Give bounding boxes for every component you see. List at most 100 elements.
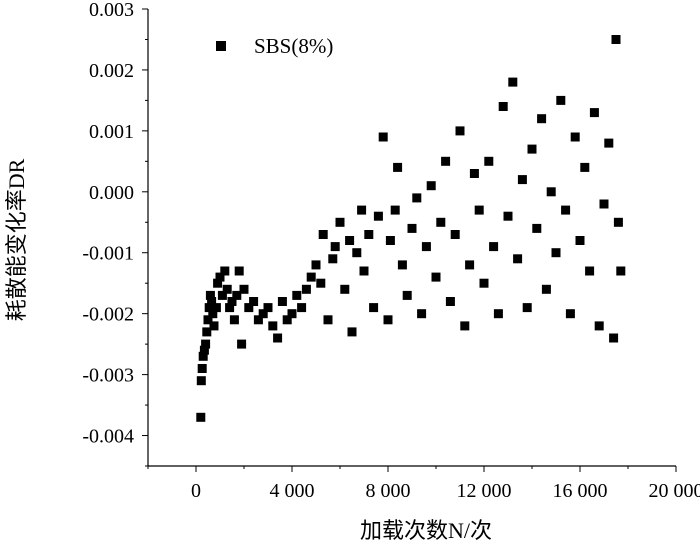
data-point <box>335 217 345 227</box>
data-point <box>208 309 218 319</box>
data-point <box>263 303 273 313</box>
data-point <box>556 95 566 105</box>
data-point <box>199 345 209 355</box>
data-point <box>323 315 333 325</box>
data-point <box>484 156 494 166</box>
data-point <box>546 187 556 197</box>
x-tick-label: 20 000 <box>649 480 700 502</box>
data-point <box>347 327 357 337</box>
data-point <box>378 132 388 142</box>
data-point <box>383 315 393 325</box>
data-point <box>417 309 427 319</box>
data-point <box>202 327 212 337</box>
legend: SBS(8%) <box>216 34 333 58</box>
data-point <box>207 297 217 306</box>
data-point <box>225 303 235 313</box>
data-point <box>393 162 403 172</box>
data-point <box>445 297 455 306</box>
y-tick-label: -0.002 <box>82 304 134 326</box>
data-point <box>204 303 214 313</box>
data-point <box>513 254 523 264</box>
data-point <box>357 205 367 215</box>
data-point <box>352 248 362 258</box>
data-point <box>239 284 249 294</box>
data-point <box>407 223 417 233</box>
data-point <box>390 205 400 215</box>
data-point <box>532 223 542 233</box>
data-point <box>258 309 268 319</box>
data-point <box>217 290 227 300</box>
data-point <box>441 156 451 166</box>
data-point <box>244 303 254 313</box>
data-point <box>209 321 219 331</box>
x-axis-title: 加载次数N/次 <box>360 518 492 543</box>
data-point <box>330 242 340 252</box>
data-point <box>318 230 328 239</box>
x-tick-label: 8 000 <box>366 480 411 502</box>
data-point <box>201 339 211 349</box>
data-point <box>213 278 223 288</box>
data-point <box>205 290 215 300</box>
data-point <box>609 333 619 343</box>
y-tick-label: -0.001 <box>82 243 134 265</box>
data-point <box>359 266 369 276</box>
data-point <box>397 260 407 270</box>
data-point <box>198 351 208 361</box>
data-point <box>364 230 374 239</box>
data-point <box>402 290 412 300</box>
y-tick-label: 0.003 <box>89 0 134 21</box>
data-point <box>541 284 551 294</box>
data-point <box>287 309 297 319</box>
data-point <box>589 108 599 118</box>
x-tick-label: 0 <box>191 480 201 502</box>
data-point <box>421 242 431 252</box>
data-point <box>585 266 595 276</box>
data-point <box>594 321 604 331</box>
data-point <box>493 309 503 319</box>
data-point <box>229 315 239 325</box>
data-point <box>373 211 383 221</box>
data-point <box>537 114 547 124</box>
data-point <box>222 284 232 294</box>
data-point <box>385 236 395 245</box>
data-point <box>196 376 206 386</box>
data-point <box>412 193 422 203</box>
data-point <box>197 364 207 373</box>
data-point <box>460 321 470 331</box>
data-point <box>570 132 580 142</box>
data-point <box>311 260 321 270</box>
data-point <box>465 260 475 270</box>
data-point <box>604 138 614 148</box>
data-point <box>328 254 338 264</box>
data-point <box>489 242 499 252</box>
y-tick-label: -0.003 <box>82 365 134 387</box>
data-point <box>306 272 316 282</box>
data-point <box>450 230 460 239</box>
data-point <box>616 266 626 276</box>
data-point <box>249 297 259 306</box>
data-point <box>234 266 244 276</box>
data-point <box>503 211 513 221</box>
data-point <box>498 102 508 111</box>
data-point <box>508 77 518 87</box>
data-point <box>316 278 326 288</box>
data-point <box>282 315 292 325</box>
y-tick-label: 0.000 <box>89 182 134 204</box>
data-point <box>345 236 355 245</box>
data-point <box>227 297 237 306</box>
data-point <box>436 217 446 227</box>
data-point <box>522 303 532 313</box>
data-point <box>340 284 350 294</box>
data-point <box>611 35 621 44</box>
data-point <box>196 412 206 422</box>
data-point <box>268 321 278 331</box>
legend-marker <box>216 41 226 51</box>
data-point <box>297 303 307 313</box>
data-point <box>237 339 247 349</box>
x-axis-ticks: 0 4 000 8 000 12 000 16 000 20 000 <box>147 466 700 502</box>
y-tick-label: 0.002 <box>89 60 134 82</box>
y-tick-label: -0.004 <box>82 426 134 448</box>
data-point <box>211 303 221 313</box>
data-point <box>474 205 484 215</box>
data-point <box>479 278 489 288</box>
